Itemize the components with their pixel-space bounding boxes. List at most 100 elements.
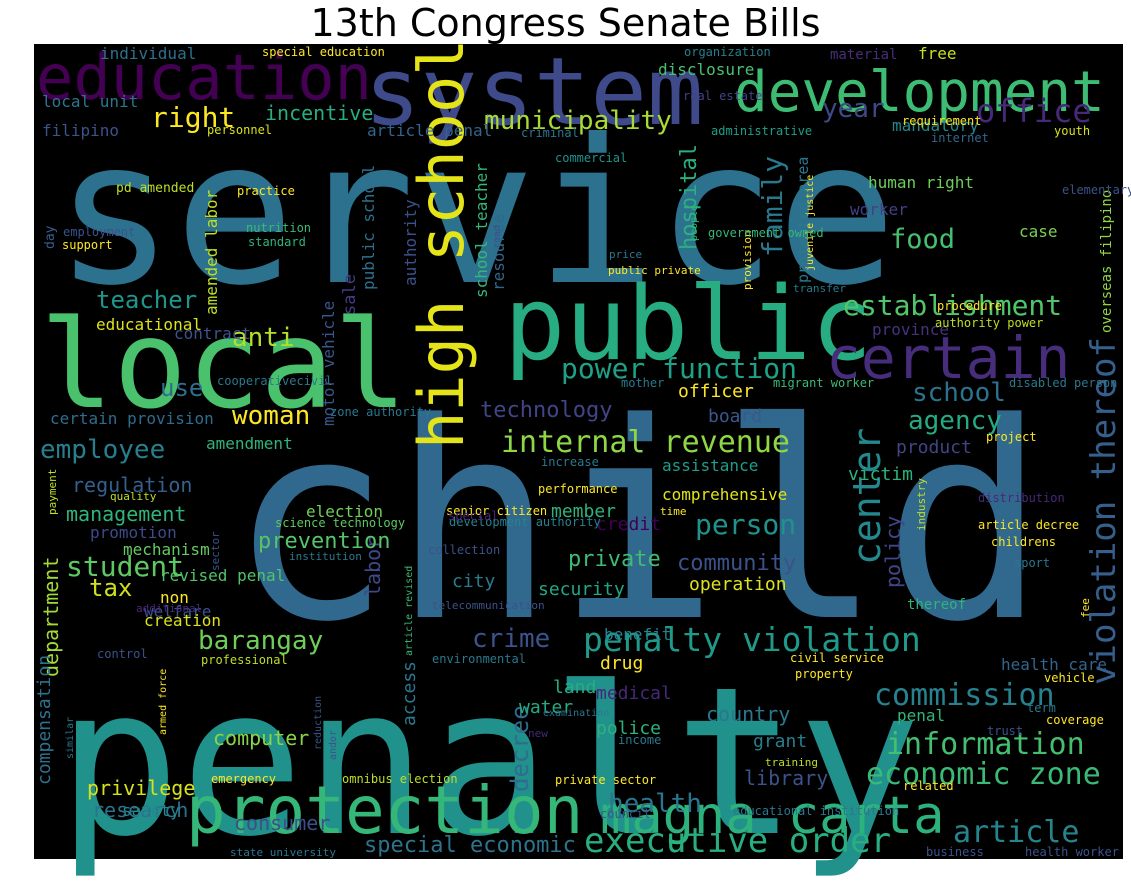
word-control: control (97, 647, 148, 661)
word-omnibus-election: omnibus election (342, 772, 458, 786)
word-labor: labor (361, 537, 385, 597)
word-province: province (872, 320, 949, 339)
word-city: city (452, 571, 496, 592)
word-article: article (953, 815, 1079, 850)
word-community: community (677, 551, 796, 576)
word-science-technology: science technology (275, 516, 405, 530)
word-child: child (228, 366, 1047, 682)
word-product: product (896, 437, 972, 458)
word-pd-amended: pd amended (116, 181, 194, 196)
word-human-right: human right (868, 173, 974, 192)
word-economic-zone: economic zone (866, 757, 1101, 792)
word-service: service (54, 97, 897, 330)
word-institution: institution (289, 550, 362, 563)
word-tax: tax (89, 574, 132, 602)
word-amendment: amendment (206, 434, 293, 453)
word-free: free (918, 44, 957, 63)
word-office: office (976, 92, 1092, 130)
word-country: country (706, 702, 790, 726)
word-people: people (689, 205, 700, 241)
word-article-penal: article penal (367, 121, 492, 140)
word-water: water (519, 697, 573, 718)
word-mandatory: mandatory (892, 116, 979, 135)
word-creation: creation (144, 611, 221, 630)
word-additional: additional (136, 602, 202, 615)
word-sale: sale (340, 274, 360, 315)
word-medical: medical (596, 683, 672, 704)
word-public: public (504, 265, 872, 384)
word-business: business (926, 845, 984, 859)
word-time: time (660, 505, 687, 518)
word-high-school: high school (405, 38, 478, 449)
word-student: student (66, 550, 184, 583)
word-requirement: requirement (902, 114, 981, 128)
word-procedure: procedure (937, 299, 1002, 313)
word-price: price (609, 248, 642, 261)
word-collection: collection (428, 543, 500, 557)
word-training: training (765, 756, 818, 769)
word-telecommunication: telecommunication (432, 599, 545, 612)
word-food: food (890, 224, 955, 255)
word-private-sector: private sector (555, 773, 656, 787)
word-nutrition: nutrition (246, 221, 311, 235)
word-use: use (160, 374, 203, 402)
word-information: information (886, 727, 1085, 762)
word-school: school (912, 378, 1006, 408)
word-authority: authority (401, 199, 420, 286)
word-state-university: state university (230, 846, 336, 859)
word-disabled-person: disabled person (1009, 376, 1117, 390)
word-performance: performance (538, 482, 617, 496)
word-similar: similar (65, 717, 76, 759)
word-internet: internet (931, 131, 989, 145)
word-environmental: environmental (432, 652, 526, 666)
word-educational: educational (96, 315, 202, 334)
word-andor: andor (328, 730, 339, 760)
word-local-unit: local unit (42, 92, 138, 111)
word-anti: anti (232, 323, 295, 353)
word-certain-provision: certain provision (50, 409, 214, 428)
word-police: police (596, 718, 661, 739)
word-revised-penal: revised penal (160, 566, 285, 585)
chart-title: 13th Congress Senate Bills (310, 1, 821, 45)
word-welfare: welfare (144, 602, 211, 621)
word-support: support (62, 238, 113, 252)
word-decree: decree (506, 705, 534, 792)
word-privilege: privilege (87, 776, 195, 800)
word-election: election (306, 502, 383, 521)
word-assistance: assistance (662, 456, 758, 475)
word-organization: organization (684, 45, 771, 59)
word-operation: operation (689, 574, 787, 595)
word-crime: crime (472, 624, 550, 654)
word-woman: woman (232, 401, 310, 431)
word-transfer: transfer (793, 282, 846, 295)
word-contract: contract (174, 324, 251, 343)
word-officer: officer (678, 381, 754, 402)
word-health: health (608, 789, 702, 819)
word-sport: sport (1014, 556, 1050, 570)
word-zone-authority: zone authority (330, 405, 431, 419)
word-standard: standard (248, 235, 306, 249)
word-emergency: emergency (211, 772, 276, 786)
word-payment: payment (46, 469, 59, 515)
word-school-teacher: school teacher (472, 163, 491, 298)
word-grant: grant (753, 731, 807, 752)
word-case: case (1019, 222, 1058, 241)
word-victim: victim (848, 464, 913, 485)
word-development: development (734, 60, 1105, 125)
word-administrative: administrative (711, 124, 812, 138)
word-incentive: incentive (265, 101, 373, 125)
word-individual: individual (100, 44, 196, 63)
word-road: road (492, 225, 503, 249)
word-professional: professional (201, 653, 288, 667)
word-commission: commission (874, 678, 1055, 713)
word-income: income (618, 733, 661, 747)
word-special: special (448, 509, 499, 523)
word-computer: computer (213, 726, 309, 750)
word-disclosure: disclosure (658, 60, 754, 79)
word-childrens: childrens (991, 535, 1056, 549)
word-health-care: health care (1001, 655, 1107, 674)
word-project: project (986, 430, 1037, 444)
word-agency: agency (908, 406, 1002, 436)
